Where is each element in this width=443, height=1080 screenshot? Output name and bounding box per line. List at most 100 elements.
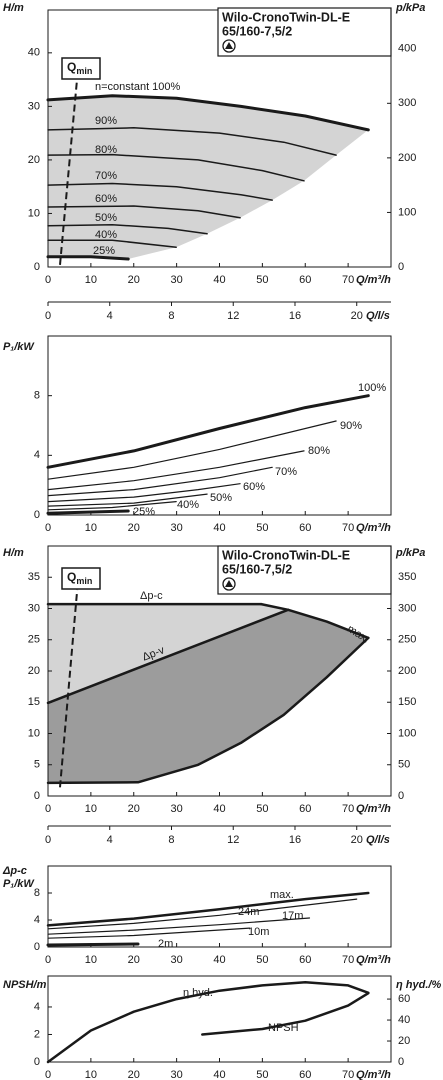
x2-tick-label: 0	[45, 834, 51, 846]
x-tick-label: 0	[45, 274, 51, 286]
x2-tick-label: 20	[351, 834, 363, 846]
x2-tick-label: 12	[227, 834, 239, 846]
y-axis-title: NPSH/m	[3, 979, 47, 991]
curve	[46, 394, 370, 469]
curve-label: 90%	[340, 420, 362, 432]
qmin-box	[61, 567, 101, 590]
curve-label: 50%	[95, 212, 117, 224]
y-tick-label: 4	[34, 449, 40, 461]
y-tick-label: 8	[34, 390, 40, 402]
curve-label: 25%	[133, 506, 155, 518]
x2-tick-label: 20	[351, 310, 363, 322]
qmin-label: Qmin	[67, 570, 92, 586]
curve	[47, 927, 251, 939]
x-tick-label: 30	[171, 954, 183, 966]
title-box	[217, 545, 392, 595]
curve	[46, 636, 370, 785]
range-light	[48, 604, 289, 703]
curve-label: 40%	[177, 499, 199, 511]
x-tick-label: 10	[85, 954, 97, 966]
x-tick-label: 20	[128, 803, 140, 815]
x-tick-label: 30	[171, 274, 183, 286]
curve	[46, 608, 290, 705]
plot-frame	[47, 865, 392, 948]
y2-tick-label: 200	[398, 152, 416, 164]
y-tick-label: 40	[28, 47, 40, 59]
x2-tick-label: 8	[168, 310, 174, 322]
curve-label: 40%	[95, 229, 117, 241]
x-tick-label: 40	[213, 522, 225, 534]
curve-label: max.	[270, 889, 294, 901]
plot-frame	[47, 975, 392, 1063]
curve	[47, 127, 337, 156]
curve	[47, 493, 208, 507]
y-tick-label: 0	[34, 1056, 40, 1068]
x2-axis-title: Q/l/s	[366, 834, 390, 846]
x-tick-label: 70	[342, 522, 354, 534]
title: Wilo-CronoTwin-DL-E	[222, 10, 350, 24]
y-tick-label: 25	[28, 634, 40, 646]
y2-tick-label: 100	[398, 206, 416, 218]
curve	[47, 898, 358, 930]
curve	[47, 917, 311, 935]
y2-axis-title: p/kPa	[395, 2, 425, 14]
curve	[46, 509, 130, 515]
x-axis-title: Q/m³/h	[356, 803, 391, 815]
curve	[259, 602, 370, 640]
curve-label: 70%	[275, 466, 297, 478]
y2-tick-label: 300	[398, 97, 416, 109]
y2-axis-title: η hyd./%	[396, 979, 441, 991]
y-tick-label: 0	[34, 941, 40, 953]
x-tick-label: 20	[128, 954, 140, 966]
curve-label: NPSH	[268, 1022, 299, 1034]
x-tick-label: 50	[256, 274, 268, 286]
y2-tick-label: 250	[398, 634, 416, 646]
y2-tick-label: 50	[398, 759, 410, 771]
x-axis-title: Q/m³/h	[356, 1069, 391, 1080]
curve	[46, 94, 370, 132]
x-tick-label: 10	[85, 1069, 97, 1080]
x-axis-title: Q/m³/h	[356, 274, 391, 286]
curve-label: 70%	[95, 170, 117, 182]
y2-tick-label: 100	[398, 727, 416, 739]
qmin-q: Q	[67, 60, 76, 74]
x-tick-label: 10	[85, 522, 97, 534]
x-tick-label: 60	[299, 274, 311, 286]
x-tick-label: 0	[45, 954, 51, 966]
curve	[47, 420, 337, 480]
x2-tick-label: 0	[45, 310, 51, 322]
y2-axis-title: p/kPa	[395, 547, 425, 559]
y-tick-label: 2	[34, 1028, 40, 1040]
curve-label: 100%	[358, 382, 386, 394]
y2-tick-label: 0	[398, 261, 404, 273]
curve	[201, 991, 370, 1036]
x2-tick-label: 12	[227, 310, 239, 322]
x-tick-label: 50	[256, 954, 268, 966]
curve	[47, 205, 241, 219]
x-tick-label: 10	[85, 274, 97, 286]
y-tick-label: 4	[34, 1001, 40, 1013]
curve	[47, 466, 273, 497]
x-tick-label: 50	[256, 803, 268, 815]
curve-label: n=constant 100%	[95, 81, 181, 93]
curve-label: 80%	[95, 144, 117, 156]
x-tick-label: 70	[342, 1069, 354, 1080]
x-tick-label: 40	[213, 803, 225, 815]
x-tick-label: 30	[171, 522, 183, 534]
x-tick-label: 40	[213, 1069, 225, 1080]
curve	[46, 891, 370, 927]
x-tick-label: 10	[85, 803, 97, 815]
curve-label: η hyd.	[183, 987, 213, 999]
x-axis-title: Q/m³/h	[356, 522, 391, 534]
range-dark	[48, 609, 369, 783]
x2-tick-label: 16	[289, 834, 301, 846]
curve-label: 24m	[238, 906, 259, 918]
x-tick-label: 70	[342, 274, 354, 286]
x-axis-title: Q/m³/h	[356, 954, 391, 966]
y-tick-label: 8	[34, 887, 40, 899]
y-axis-title: H/m	[3, 2, 24, 14]
x-tick-label: 60	[299, 954, 311, 966]
operating-range	[48, 95, 369, 259]
x-tick-label: 40	[213, 274, 225, 286]
